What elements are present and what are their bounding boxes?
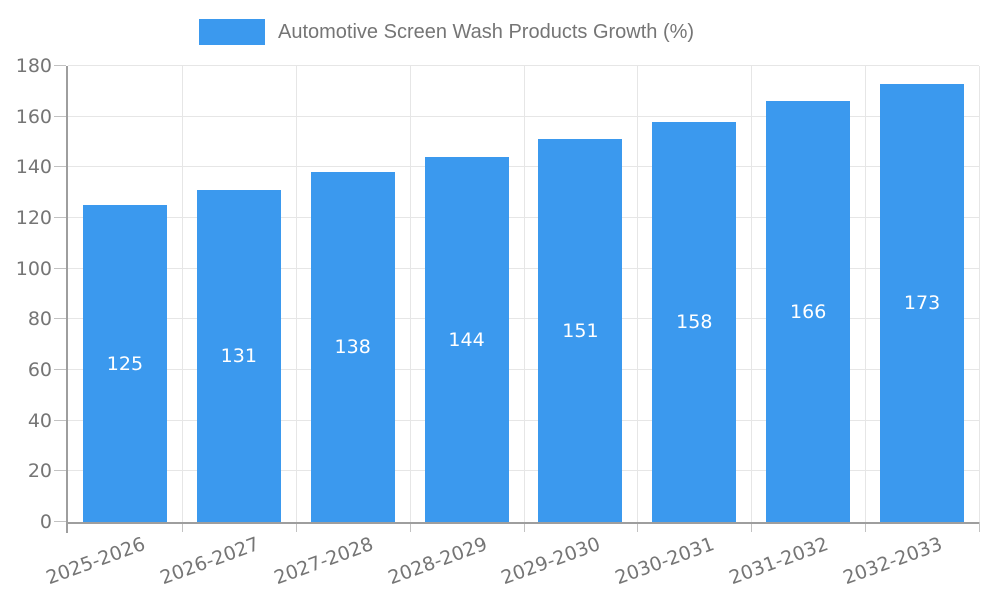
y-axis-tick-label: 80 xyxy=(27,308,52,331)
legend-label: Automotive Screen Wash Products Growth (… xyxy=(278,20,695,43)
y-axis-tick-label: 140 xyxy=(15,156,52,179)
y-axis-tick-label: 0 xyxy=(39,511,52,533)
y-axis-tick-label: 120 xyxy=(15,207,52,229)
bar[interactable]: 131 xyxy=(196,190,281,522)
x-tick xyxy=(637,522,639,532)
y-tick xyxy=(54,65,66,66)
y-tick xyxy=(54,369,66,370)
x-axis-category-label: 2031-2032 xyxy=(726,533,832,590)
y-axis-tick-label: 180 xyxy=(15,55,52,77)
bar[interactable]: 166 xyxy=(766,101,851,522)
bar[interactable]: 138 xyxy=(310,172,395,522)
bar[interactable]: 158 xyxy=(652,121,737,522)
y-tick xyxy=(54,419,66,421)
x-axis-line xyxy=(66,522,979,524)
x-tick xyxy=(865,522,867,532)
y-tick xyxy=(54,267,66,269)
v-gridline xyxy=(409,66,411,522)
v-gridline xyxy=(865,66,867,522)
v-gridline xyxy=(523,66,525,522)
x-axis-category-label: 2030-2031 xyxy=(612,533,718,590)
legend-swatch xyxy=(199,19,265,45)
x-tick xyxy=(751,522,753,532)
x-axis-category-label: 2028-2029 xyxy=(384,533,490,590)
h-gridline xyxy=(68,65,979,66)
bar[interactable]: 125 xyxy=(82,205,167,522)
v-gridline xyxy=(637,66,639,522)
x-tick xyxy=(181,522,183,532)
bar-value-label: 131 xyxy=(220,345,257,368)
bar-value-label: 151 xyxy=(562,319,599,342)
bar-value-label: 138 xyxy=(334,336,371,359)
bar-value-label: 173 xyxy=(903,291,941,314)
bar[interactable]: 173 xyxy=(880,83,965,522)
v-gridline xyxy=(979,66,980,522)
y-axis-tick-label: 40 xyxy=(27,409,52,432)
x-axis-category-label: 2029-2030 xyxy=(498,533,604,590)
y-tick xyxy=(54,470,66,472)
y-tick xyxy=(54,521,66,522)
bar-value-label: 166 xyxy=(790,300,827,323)
x-tick xyxy=(523,522,525,532)
legend[interactable]: Automotive Screen Wash Products Growth (… xyxy=(199,19,694,45)
x-tick xyxy=(979,522,980,532)
plot-area: 0 20 40 60 80 100 120 140 160 180 125 2025-2026 131 2… xyxy=(16,56,980,589)
v-gridline xyxy=(751,66,753,522)
x-tick xyxy=(295,522,297,532)
y-axis-tick-label: 20 xyxy=(27,460,52,483)
v-gridline xyxy=(295,66,297,522)
y-axis-tick-label: 100 xyxy=(15,257,52,280)
x-axis-category-label: 2027-2028 xyxy=(271,533,376,590)
y-tick xyxy=(54,115,66,117)
bar-value-label: 144 xyxy=(448,328,485,351)
bar-value-label: 125 xyxy=(106,352,144,375)
x-tick xyxy=(409,522,411,532)
bar[interactable]: 151 xyxy=(538,139,623,522)
y-axis-line xyxy=(66,66,68,533)
y-tick xyxy=(54,217,66,218)
bar[interactable]: 144 xyxy=(424,157,509,522)
bar-value-label: 158 xyxy=(676,310,713,333)
x-axis-category-label: 2032-2033 xyxy=(840,533,946,590)
y-tick xyxy=(54,318,66,320)
x-axis-category-label: 2025-2026 xyxy=(43,533,149,590)
y-axis-tick-label: 160 xyxy=(15,105,52,128)
v-gridline xyxy=(181,66,183,522)
y-tick xyxy=(54,166,66,168)
y-axis-tick-label: 60 xyxy=(27,359,52,381)
x-axis-category-label: 2026-2027 xyxy=(157,533,262,590)
